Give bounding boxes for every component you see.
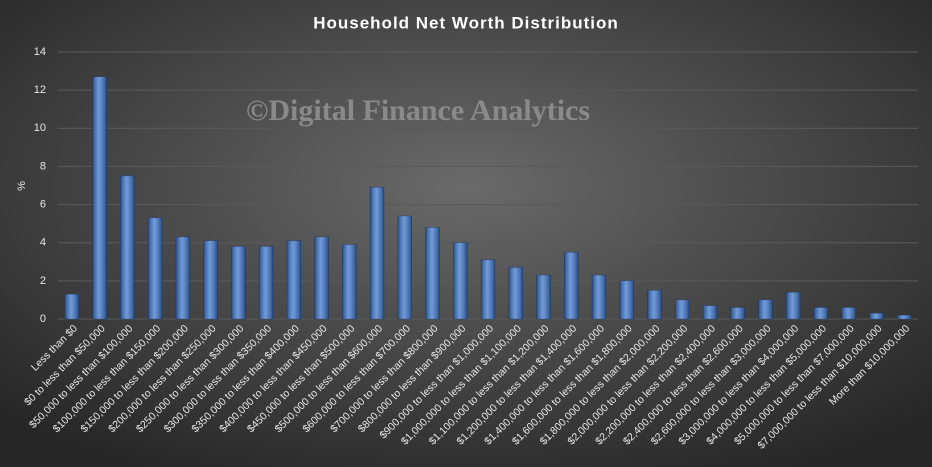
bar [425,227,440,320]
bar [175,236,191,320]
bar [730,307,745,320]
bar [286,240,301,320]
watermark: ©Digital Finance Analytics [246,94,590,127]
bar [369,187,385,320]
bar [64,293,80,320]
bar [702,305,718,320]
y-tick-label: 2 [40,275,46,287]
bar [758,299,773,320]
bar [869,313,884,320]
chart-title: Household Net Worth Distribution [313,13,619,32]
bar [841,307,856,320]
bar [813,307,829,320]
bar [591,274,607,320]
bar [619,280,634,320]
bar [342,244,357,320]
bar [397,215,412,320]
bar [453,242,468,320]
bar [120,175,135,320]
y-tick-label: 0 [40,313,46,325]
bar [785,292,801,320]
y-tick-label: 4 [40,237,46,249]
bar [675,299,690,320]
bar [480,259,496,320]
y-tick-label: 6 [40,198,46,210]
bar [647,290,662,320]
bar [92,76,107,320]
y-tick-label: 8 [40,160,46,172]
y-tick-label: 14 [34,46,46,58]
bar [258,246,274,320]
bar [314,236,329,320]
y-axis-label: % [16,181,28,191]
bar [508,267,523,320]
bar [147,217,163,320]
bar [896,314,912,320]
y-tick-label: 12 [34,84,46,96]
y-tick-label: 10 [34,122,46,134]
bar [231,246,246,320]
bar [564,252,579,320]
bar [203,240,218,320]
bar [536,274,551,320]
